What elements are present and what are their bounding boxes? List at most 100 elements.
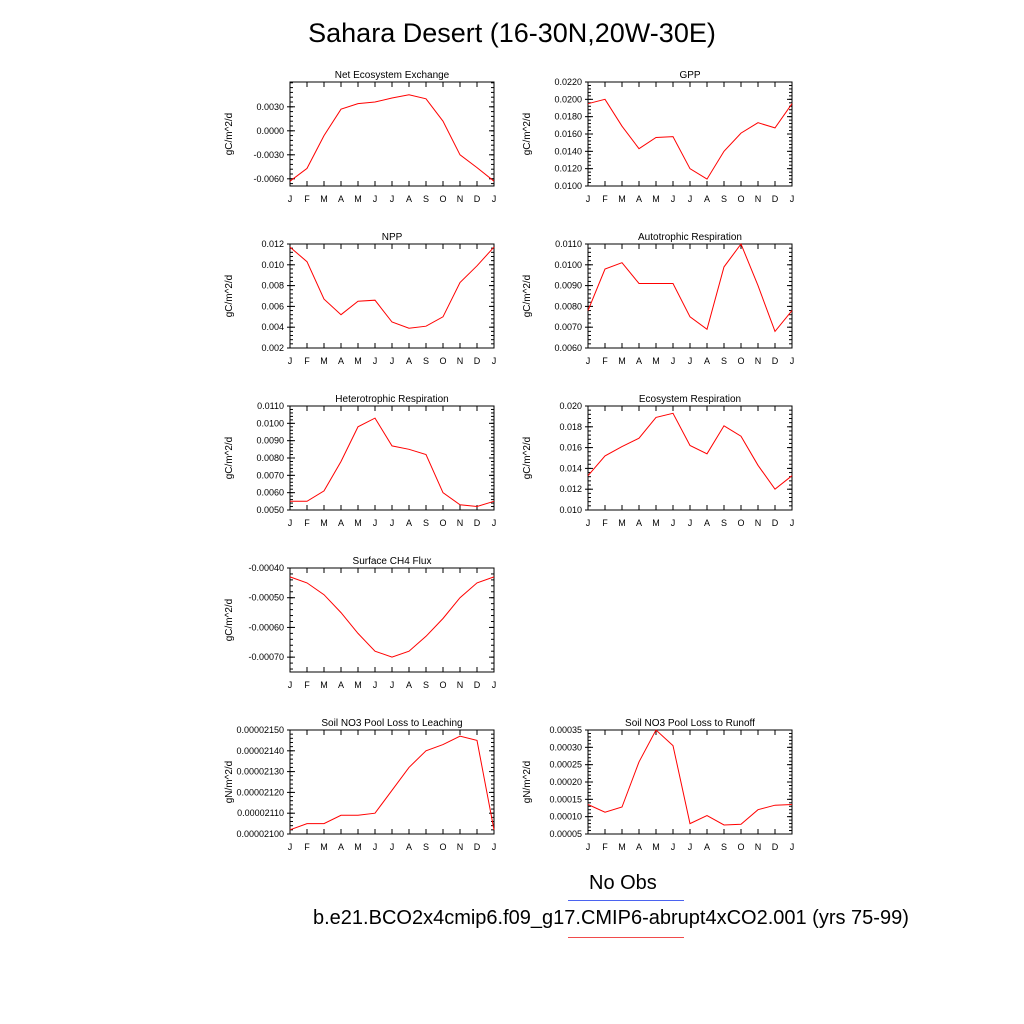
x-tick-label: F [304,518,310,528]
x-tick-label: A [406,356,412,366]
panel-title: Heterotrophic Respiration [335,394,448,405]
series-line-1 [587,412,793,490]
plot-frame [289,243,495,349]
y-tick-label: 0.010 [559,505,582,515]
y-tick-label: 0.010 [261,260,284,270]
x-tick-label: N [755,356,762,366]
y-axis-label: gC/m^2/d [522,437,533,480]
x-tick-label: A [406,194,412,204]
x-tick-label: M [652,194,660,204]
series-line-1 [587,98,793,180]
x-tick-label: J [288,194,293,204]
plot-frame [587,729,793,835]
plot-frame [289,567,495,673]
x-tick-label: N [755,518,762,528]
x-tick-label: O [737,356,744,366]
y-tick-label: 0.0070 [256,470,284,480]
y-tick-label: 0.0080 [554,301,582,311]
y-tick-label: 0.016 [559,443,582,453]
y-tick-label: 0.0180 [554,112,582,122]
y-tick-label: 0.0090 [554,281,582,291]
y-tick-label: -0.0030 [253,150,284,160]
x-tick-label: O [439,194,446,204]
x-tick-label: J [492,680,497,690]
x-tick-label: D [772,194,779,204]
x-tick-label: M [618,842,626,852]
y-tick-label: -0.0060 [253,174,284,184]
x-tick-label: A [338,518,344,528]
y-tick-label: 0.0000 [256,126,284,136]
x-tick-label: S [423,194,429,204]
y-tick-label: 0.020 [559,401,582,411]
x-tick-label: A [636,518,642,528]
x-tick-label: M [320,356,328,366]
x-tick-label: J [688,518,693,528]
x-tick-label: F [602,194,608,204]
y-tick-label: 0.014 [559,463,582,473]
plot-frame [289,729,495,835]
x-tick-label: N [457,518,464,528]
y-tick-label: 0.00010 [549,812,582,822]
x-tick-label: F [304,356,310,366]
x-tick-label: D [474,194,481,204]
x-tick-label: A [338,356,344,366]
y-axis-label: gN/m^2/d [522,761,533,804]
y-axis-label: gC/m^2/d [224,275,235,318]
x-tick-label: J [390,842,395,852]
x-tick-label: S [721,194,727,204]
y-tick-label: -0.00040 [248,563,284,573]
x-tick-label: S [423,680,429,690]
y-tick-label: 0.0220 [554,77,582,87]
x-tick-label: M [652,842,660,852]
legend-model-line [568,937,684,938]
x-tick-label: J [288,680,293,690]
x-tick-label: J [492,842,497,852]
legend-obs-label: No Obs [589,872,657,894]
y-tick-label: 0.00030 [549,742,582,752]
x-tick-label: J [492,518,497,528]
y-tick-label: 0.006 [261,301,284,311]
x-tick-label: O [737,518,744,528]
x-tick-label: F [602,356,608,366]
x-tick-label: M [354,356,362,366]
x-tick-label: F [602,842,608,852]
y-tick-label: 0.008 [261,281,284,291]
y-tick-label: 0.0030 [256,102,284,112]
x-tick-label: M [354,680,362,690]
x-tick-label: M [320,680,328,690]
x-tick-label: J [390,194,395,204]
x-tick-label: N [457,842,464,852]
x-tick-label: S [721,518,727,528]
x-tick-label: A [406,680,412,690]
y-tick-label: 0.00020 [549,777,582,787]
y-tick-label: 0.0090 [256,436,284,446]
series-line-1 [290,417,495,508]
x-tick-label: M [618,356,626,366]
panel-title: Autotrophic Respiration [638,232,742,243]
panel-title: Net Ecosystem Exchange [335,70,450,81]
chart-panel-8: Soil NO3 Pool Loss to Leaching gN/m^2/d J F… [224,718,496,852]
x-tick-label: F [304,842,310,852]
plot-frame [587,405,793,511]
y-axis-label: gC/m^2/d [522,113,533,156]
x-tick-label: A [704,194,710,204]
series-line-1 [289,576,495,658]
x-tick-label: J [373,842,378,852]
x-tick-label: J [671,518,676,528]
x-tick-label: F [304,680,310,690]
x-tick-label: M [320,518,328,528]
legend-model-label: b.e21.BCO2x4cmip6.f09_g17.CMIP6-abrupt4x… [313,907,909,929]
y-tick-label: 0.0100 [554,181,582,191]
x-tick-label: A [338,842,344,852]
x-tick-label: M [354,194,362,204]
y-tick-label: 0.012 [559,484,582,494]
x-tick-label: J [688,842,693,852]
x-tick-label: N [755,194,762,204]
x-tick-label: J [688,194,693,204]
main-title: Sahara Desert (16-30N,20W-30E) [308,18,716,48]
x-tick-label: J [671,356,676,366]
x-tick-label: J [492,356,497,366]
